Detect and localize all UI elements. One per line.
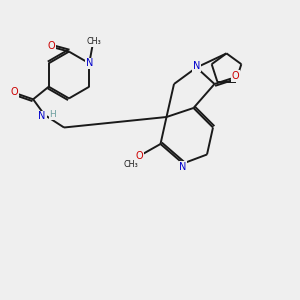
Text: N: N [38,111,46,122]
Text: N: N [193,61,200,71]
Text: N: N [179,161,187,172]
Text: O: O [136,151,143,161]
Text: O: O [232,71,239,81]
Text: O: O [10,87,18,98]
Text: O: O [47,40,55,51]
Text: H: H [49,110,56,119]
Text: N: N [85,58,93,68]
Text: CH₃: CH₃ [86,37,101,46]
Text: CH₃: CH₃ [123,160,138,169]
